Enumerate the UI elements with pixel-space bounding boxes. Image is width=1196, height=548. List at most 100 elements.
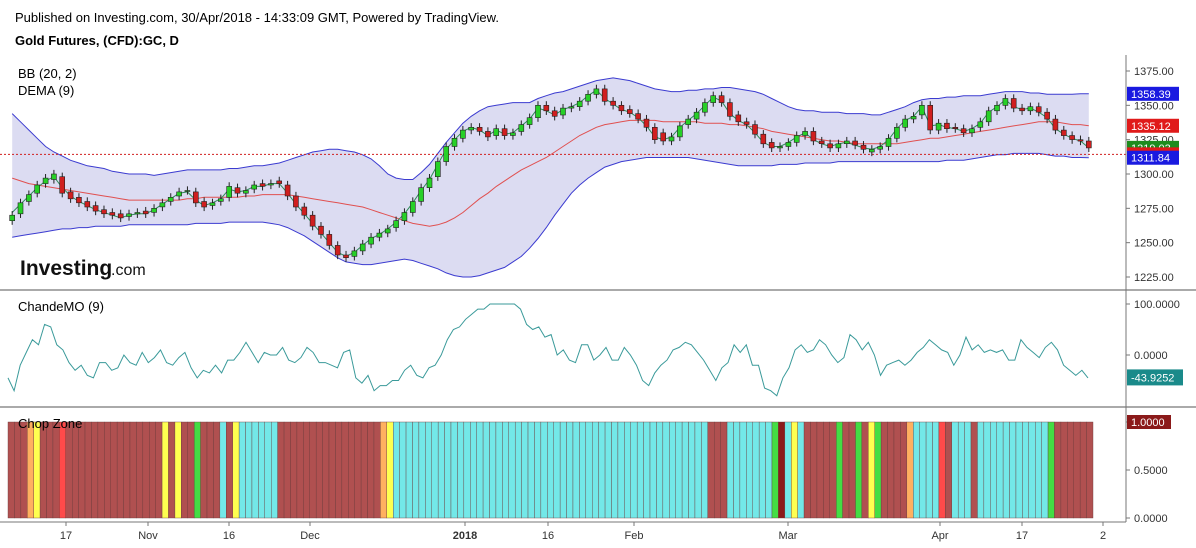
- chop-zone-bar: [848, 421, 856, 519]
- chop-zone-bar: [983, 421, 991, 519]
- chop-zone-bar: [874, 421, 882, 519]
- dema-label: DEMA (9): [18, 83, 74, 98]
- chop-zone-bar: [52, 421, 60, 519]
- chop-zone-bar: [842, 421, 850, 519]
- chande-mo-panel[interactable]: [7, 303, 1089, 397]
- chop-badge: 1.0000: [1127, 415, 1171, 429]
- candle: [551, 110, 558, 117]
- candle: [401, 212, 408, 221]
- chop-zone-bar: [592, 421, 599, 519]
- chop-zone-bar: [65, 421, 73, 519]
- x-tick-label: Feb: [625, 530, 644, 542]
- chop-zone-bar: [129, 421, 137, 519]
- chop-zone-bar: [945, 421, 952, 519]
- candle: [543, 105, 550, 112]
- candle: [994, 105, 1000, 112]
- chop-zone-bar: [91, 421, 99, 519]
- chop-zone-bar: [1054, 421, 1062, 519]
- chop-zone-bar: [290, 421, 298, 519]
- candle: [218, 198, 224, 202]
- chop-zone-bar: [797, 421, 805, 519]
- chop-zone-bar: [46, 421, 54, 519]
- chop-zone-bar: [1009, 421, 1017, 519]
- chop-zone-bar: [977, 421, 985, 519]
- chop-zone-bar: [675, 421, 683, 519]
- candle: [418, 187, 424, 202]
- chop-zone-bar: [315, 421, 323, 519]
- candle: [59, 176, 66, 194]
- candle: [944, 122, 950, 129]
- bollinger-lower-line: [12, 152, 1089, 278]
- chop-badge-bg: [1127, 415, 1171, 429]
- chop-zone-bar: [348, 421, 355, 519]
- candle: [1002, 98, 1009, 106]
- candle: [443, 146, 450, 162]
- candle: [201, 201, 207, 208]
- chop-zone-bar: [219, 421, 227, 519]
- chop-zone-bar: [681, 421, 689, 519]
- candle: [126, 213, 132, 217]
- x-tick-label: 2018: [453, 530, 477, 542]
- candle: [376, 232, 383, 238]
- candle: [117, 213, 124, 219]
- chop-zone-bar: [277, 421, 285, 519]
- chop-zone-bar: [1028, 421, 1036, 519]
- candle: [777, 146, 783, 149]
- chop-zone-bar: [1086, 421, 1094, 519]
- chande-mo-line: [7, 303, 1089, 397]
- candle: [785, 142, 792, 147]
- instrument-title: Gold Futures, (CFD):GC, D: [15, 33, 179, 48]
- candle: [151, 208, 157, 213]
- chop-zone-bar: [476, 421, 484, 519]
- axes: 1375.001350.001325.001300.001275.001250.…: [0, 55, 1196, 542]
- chop-zone-bar: [193, 421, 201, 519]
- chop-zone-bar: [630, 421, 638, 519]
- chop-zone-bar: [116, 421, 124, 519]
- candle: [1019, 107, 1025, 112]
- chop-zone-bar: [200, 421, 208, 519]
- chop-zone-bar: [970, 421, 978, 519]
- x-tick-label: 17: [1016, 530, 1028, 542]
- candle: [1077, 139, 1084, 142]
- candle: [84, 201, 91, 208]
- logo-suffix: .com: [111, 262, 146, 279]
- candle: [702, 102, 708, 113]
- candle: [351, 250, 358, 257]
- candle: [885, 138, 892, 147]
- candle: [827, 143, 833, 149]
- candle: [284, 184, 291, 197]
- y-tick-label: 1300.00: [1134, 169, 1174, 181]
- chop-zone-bar: [778, 421, 786, 519]
- candle: [927, 105, 934, 131]
- candle: [618, 105, 625, 112]
- price-badge-label: 1311.84: [1131, 153, 1170, 165]
- chop-zone-bar: [752, 421, 760, 519]
- chop-zone-bar: [810, 421, 818, 519]
- chop-zone-bar: [521, 421, 529, 519]
- x-tick-label: Nov: [138, 530, 158, 542]
- chop-zone-bar: [367, 421, 375, 519]
- chop-zone-bar: [1073, 421, 1081, 519]
- chop-zone-bar: [919, 421, 927, 519]
- candle: [735, 114, 742, 123]
- chop-zone-bar: [765, 421, 773, 519]
- candle: [535, 105, 541, 119]
- candle: [969, 128, 975, 134]
- chop-zone-bar: [913, 421, 920, 519]
- candle: [902, 118, 909, 128]
- candle: [334, 245, 341, 256]
- chop-zone-bar: [354, 421, 362, 519]
- chop-zone-bar: [450, 421, 458, 519]
- candle: [434, 161, 441, 178]
- candle: [593, 88, 600, 95]
- chop-zone-bar: [104, 421, 111, 519]
- price-panel[interactable]: [0, 77, 1126, 278]
- chop-zone-bar: [559, 421, 567, 519]
- chop-zone-bar: [694, 421, 702, 519]
- candle: [67, 191, 74, 200]
- chop-zone-panel[interactable]: [7, 421, 1094, 519]
- candle: [894, 127, 900, 139]
- bollinger-basis-line: [12, 119, 1089, 227]
- chop-zone-bar: [990, 421, 997, 519]
